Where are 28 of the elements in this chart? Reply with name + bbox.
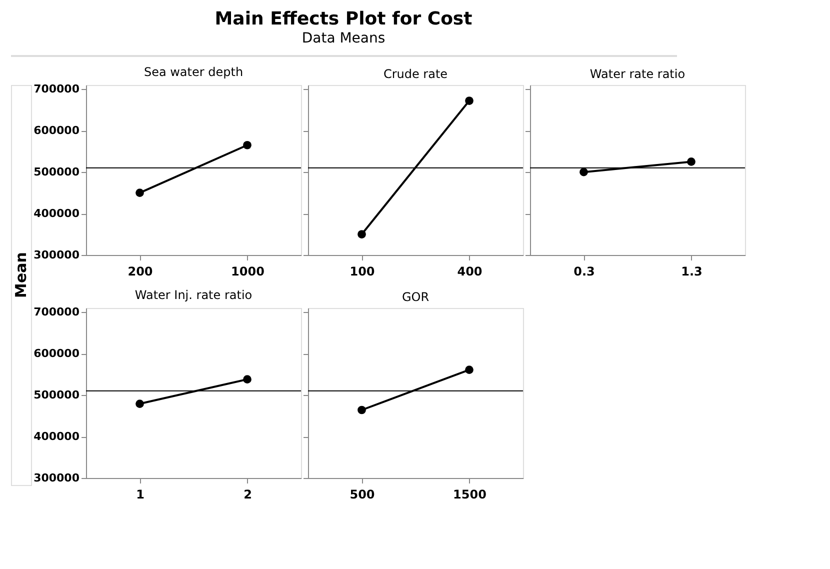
y-tick-label: 700000 xyxy=(34,82,80,96)
x-tick-label: 400 xyxy=(457,264,482,278)
x-tick-label: 100 xyxy=(350,264,375,278)
x-tick-label: 1500 xyxy=(453,488,486,502)
chart-title: GOR xyxy=(402,290,430,304)
y-tick-label: 400000 xyxy=(34,207,80,220)
chart-title: Water Inj. rate ratio xyxy=(134,288,252,302)
chart-title: Crude rate xyxy=(383,67,448,81)
x-tick-label: 0.3 xyxy=(574,264,595,278)
y-tick-label: 400000 xyxy=(34,430,80,444)
text: Mean xyxy=(12,252,30,298)
x-tick-label: 1.3 xyxy=(681,264,702,278)
y-tick-label: 300000 xyxy=(34,472,80,484)
y-tick-label: 700000 xyxy=(34,306,80,319)
chart-title: Sea water depth xyxy=(144,65,244,80)
x-tick-label: 500 xyxy=(350,488,375,502)
y-tick-label: 500000 xyxy=(34,166,80,179)
y-tick-label: 300000 xyxy=(34,248,80,262)
chart-title: Water rate ratio xyxy=(590,67,686,81)
y-tick-label: 500000 xyxy=(34,388,80,402)
x-tick-label: 1 xyxy=(136,488,144,502)
y-tick-label: 600000 xyxy=(34,347,80,360)
text: Main Effects Plot for Cost xyxy=(214,8,473,30)
text: Data Means xyxy=(302,30,386,46)
x-tick-label: 200 xyxy=(128,264,153,278)
x-tick-label: 1000 xyxy=(231,264,264,278)
y-tick-label: 600000 xyxy=(34,124,80,138)
x-tick-label: 2 xyxy=(244,488,252,502)
